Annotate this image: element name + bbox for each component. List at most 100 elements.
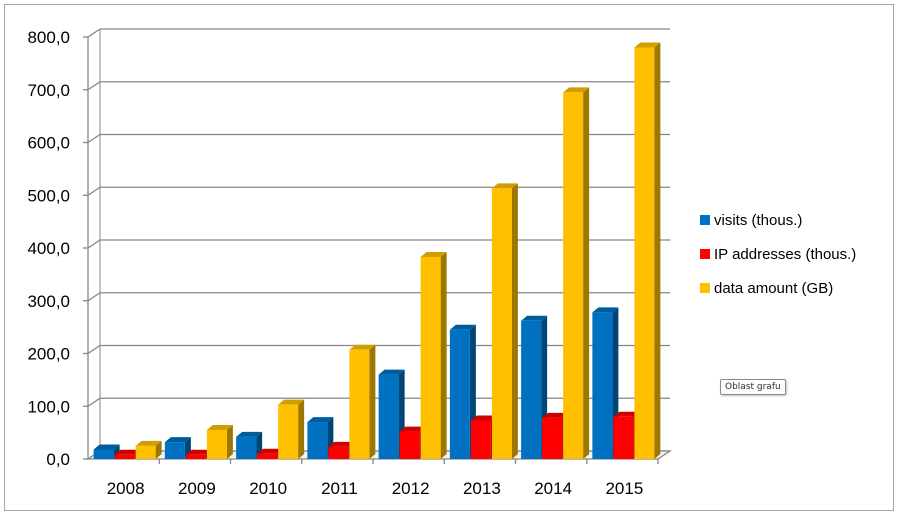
bar-front [563,92,584,459]
bar-front [135,445,156,459]
gridline-side [87,344,101,355]
bar-top [93,444,120,450]
y-tick-label: 300,0 [27,292,70,311]
bar-side [298,399,305,459]
y-tick-label: 400,0 [27,239,70,258]
x-tick-label: 2011 [321,479,358,498]
gridline-side [87,292,101,302]
bar-front [613,416,634,459]
y-tick-label: 600,0 [27,134,70,153]
chart-area-tooltip: Oblast grafu [720,379,786,395]
bar-top [399,426,426,432]
y-tick-label: 700,0 [27,81,70,100]
y-axis-ticks: 0,0 100,0 200,0 300,0 400,0 500,0 600,0 700,0 80… [27,28,70,469]
bar-front [634,47,655,460]
bar-front [542,417,563,459]
x-tick-label: 2012 [392,479,430,498]
bar-top [349,344,376,350]
y-tick-label: 800,0 [27,28,70,47]
bars [93,42,661,460]
bar-front [378,374,399,459]
bar-top [236,431,263,437]
x-tick-label: 2013 [463,479,501,498]
y-tick-label: 100,0 [27,397,70,416]
y-tick-label: 0,0 [46,450,70,469]
bar-front [307,422,328,459]
bar-top [542,412,569,418]
bar-top [634,42,661,48]
x-axis-ticks: 2008 2009 2010 2011 2012 2013 2014 2015 [107,459,659,498]
bar-top [491,183,518,189]
bar-top [278,399,305,405]
x-tick-label: 2015 [605,479,643,498]
bar-front [328,446,349,459]
bar [206,424,233,459]
legend: visits (thous.) IP addresses (thous.) data… [700,212,856,297]
bar [278,399,305,459]
legend-label: visits (thous.) [714,212,802,229]
gridline-side [87,186,101,196]
bar-front [420,256,441,459]
x-tick-label: 2010 [249,479,287,498]
bar-top [563,87,590,93]
bar-top [257,448,284,454]
bar-top [449,324,476,330]
bar-front [592,312,613,459]
bar [563,87,590,459]
bar-top [135,440,162,446]
bar [634,42,661,460]
bar-top [592,307,619,313]
bar-side [226,424,233,459]
bar-front [399,431,420,459]
bar-top [114,449,141,455]
bar-side [155,440,162,459]
legend-item: data amount (GB) [700,280,833,297]
bar-top [420,251,447,257]
legend-label: data amount (GB) [714,280,833,297]
gridline-side [87,397,101,407]
gridline-side [87,133,101,144]
gridline-side [87,28,101,38]
bar-top [164,437,191,443]
legend-item: visits (thous.) [700,212,802,229]
bar-side [369,344,376,459]
bar-top [307,417,334,423]
bar-front [164,442,185,459]
x-tick-label: 2009 [178,479,216,498]
bar-side [440,251,447,459]
bar-top [470,415,497,421]
bar-front [449,329,470,459]
y-tick-label: 200,0 [27,345,70,364]
legend-item: IP addresses (thous.) [700,246,856,263]
bar-front [257,453,278,459]
bar-side [654,42,661,460]
chart-frame [4,4,894,511]
legend-swatch [700,283,710,293]
bar [491,183,518,459]
gridline-side [87,81,101,91]
legend-swatch [700,215,710,225]
legend-label: IP addresses (thous.) [714,246,856,263]
bar-front [185,454,206,459]
bar-top [206,424,233,430]
bar-side [511,183,518,459]
bar-front [114,454,135,459]
bar-front [491,188,512,459]
bar-top [613,411,640,417]
bar-top [185,449,212,455]
bar-front [278,404,299,459]
bar [420,251,447,459]
bar-front [236,436,257,459]
x-tick-label: 2014 [534,479,572,498]
bar-front [206,429,227,459]
bar-side [583,87,590,459]
bar-top [328,441,355,447]
y-tick-label: 500,0 [27,186,70,205]
bar [135,440,162,459]
bar-front [349,349,370,459]
bar-front [470,420,491,459]
x-tick-label: 2008 [107,479,145,498]
bar-top [378,369,405,375]
bar-front [521,320,542,459]
